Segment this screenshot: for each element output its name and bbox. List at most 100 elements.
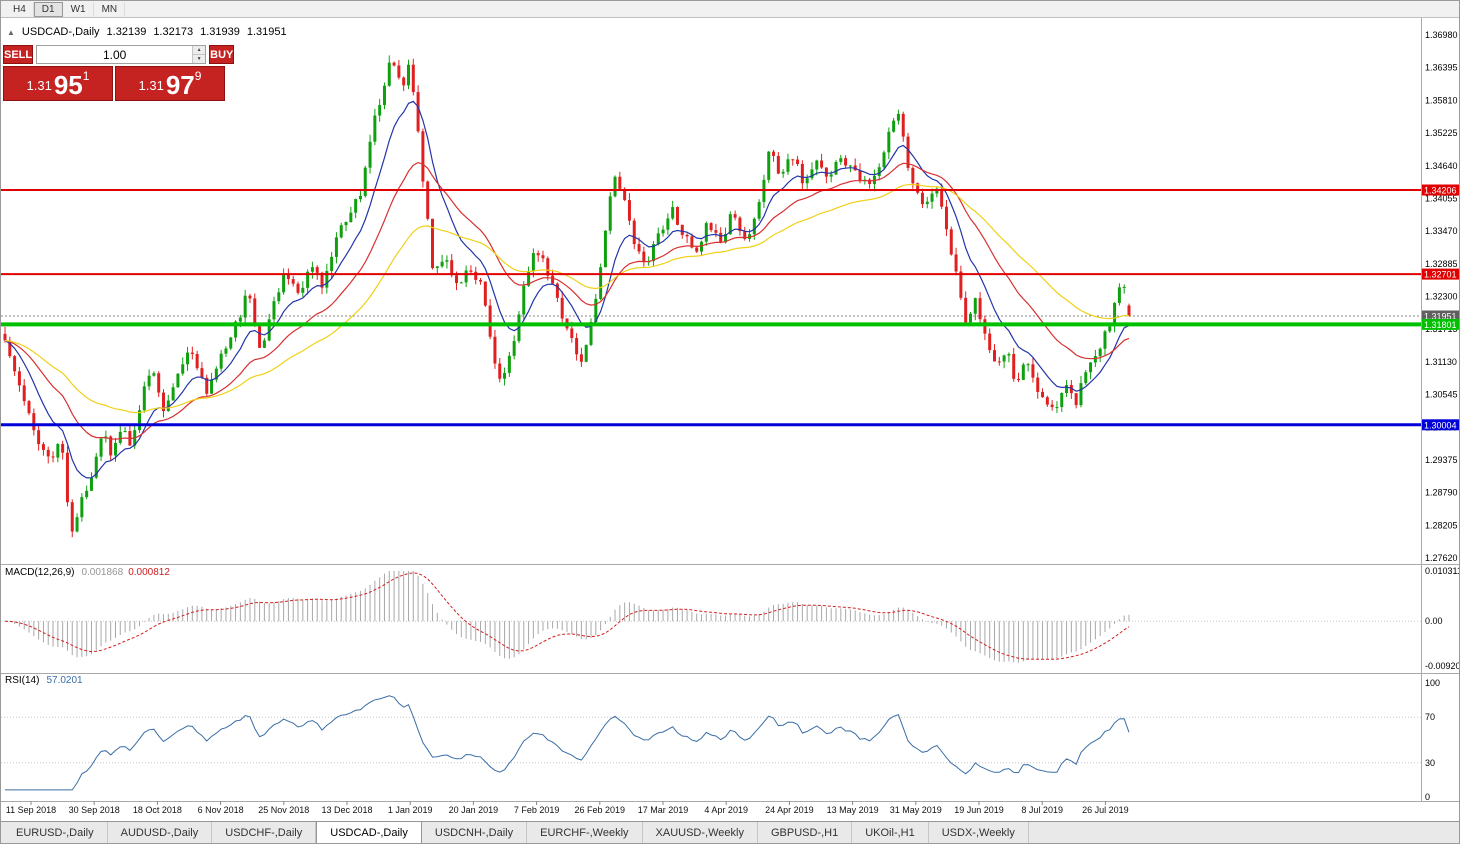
- sell-button[interactable]: SELL: [3, 45, 34, 64]
- chart-tabs-bar: EURUSD-,Daily AUDUSD-,Daily USDCHF-,Daily U…: [1, 821, 1459, 843]
- timeframe-button-d1[interactable]: D1: [33, 1, 63, 17]
- date-axis-label: 6 Nov 2018: [198, 805, 244, 815]
- date-axis-label: 26 Feb 2019: [575, 805, 626, 815]
- macd-label: MACD(12,26,9): [5, 567, 75, 578]
- date-axis-label: 8 Jul 2019: [1021, 805, 1063, 815]
- price-scale-label: 1.28790: [1425, 488, 1458, 498]
- macd-signal-line: [4, 572, 1130, 660]
- chart-area: 1.36980 1.36395 1.35810 1.35225 1.34640 1.340…: [1, 18, 1460, 821]
- macd-main-value: 0.001868: [81, 567, 124, 578]
- timeframe-button-w1[interactable]: W1: [63, 1, 94, 17]
- chart-tab-eurchf-weekly[interactable]: EURCHF-,Weekly: [527, 822, 643, 843]
- date-axis-label: 11 Sep 2018: [6, 805, 56, 815]
- support-line-blue-tag-text: 1.30004: [1424, 420, 1457, 430]
- rsi-scale-label: 30: [1425, 758, 1435, 768]
- one-click-trading-panel: SELL ▲ ▼ BUY 1.31 95 1 1.31: [3, 45, 235, 101]
- date-axis-label: 25 Nov 2018: [258, 805, 309, 815]
- macd-scale-label: 0.00: [1425, 616, 1443, 626]
- date-axis-label: 31 May 2019: [890, 805, 942, 815]
- chart-marker-icon: ▲: [7, 27, 15, 37]
- support-line-green-tag: [1422, 318, 1459, 330]
- rsi-window-label: RSI(14) 57.0201: [5, 675, 83, 686]
- ohlc-close: 1.31951: [246, 26, 287, 38]
- price-scale-label: 1.36980: [1425, 30, 1458, 40]
- price-scale-label: 1.32885: [1425, 259, 1458, 269]
- macd-signal-value: 0.000812: [128, 567, 170, 578]
- chart-header: ▲ USDCAD-,Daily 1.32139 1.32173 1.31939 …: [7, 26, 287, 38]
- date-axis-label: 13 May 2019: [827, 805, 879, 815]
- macd-scale-label: -0.009203: [1425, 661, 1460, 671]
- timeframe-button-h4[interactable]: H4: [5, 1, 34, 17]
- chart-tab-ukoil-h1[interactable]: UKOil-,H1: [852, 822, 929, 843]
- ohlc-high: 1.32173: [153, 26, 194, 38]
- resistance-line-upper-tag: [1422, 184, 1459, 196]
- support-line-green-tag-text: 1.31801: [1424, 320, 1457, 330]
- chart-tab-usdcad-daily[interactable]: USDCAD-,Daily: [316, 822, 422, 843]
- price-scale-label: 1.34055: [1425, 193, 1458, 203]
- date-axis-label: 26 Jul 2019: [1082, 805, 1129, 815]
- date-axis-label: 13 Dec 2018: [321, 805, 372, 815]
- ohlc-low: 1.31939: [200, 26, 240, 38]
- chart-tab-usdx-weekly[interactable]: USDX-,Weekly: [929, 822, 1029, 843]
- chart-tab-xauusd-weekly[interactable]: XAUUSD-,Weekly: [643, 822, 758, 843]
- rsi-line: [5, 695, 1130, 791]
- buy-button[interactable]: BUY: [209, 45, 235, 64]
- macd-window-label: MACD(12,26,9) 0.001868 0.000812: [5, 567, 170, 578]
- sell-price-pipette: 1: [82, 69, 90, 83]
- sell-price-button[interactable]: 1.31 95 1: [3, 66, 113, 101]
- date-axis-label: 1 Jan 2019: [388, 805, 433, 815]
- macd-histogram: [9, 571, 1130, 663]
- date-axis-label: 7 Feb 2019: [514, 805, 560, 815]
- rsi-scale-label: 100: [1425, 678, 1440, 688]
- price-scale-label: 1.35225: [1425, 128, 1458, 138]
- ohlc-open: 1.32139: [106, 26, 147, 38]
- timeframe-button-mn[interactable]: MN: [94, 1, 126, 17]
- chart-symbol-label: USDCAD-,Daily: [21, 26, 100, 38]
- price-scale-label: 1.28205: [1425, 520, 1458, 530]
- price-scale-label: 1.36395: [1425, 63, 1458, 73]
- chart-tab-eurusd-daily[interactable]: EURUSD-,Daily: [3, 822, 108, 843]
- date-axis-label: 17 Mar 2019: [638, 805, 689, 815]
- date-axis-label: 19 Jun 2019: [954, 805, 1004, 815]
- volume-decrease-button[interactable]: ▼: [193, 55, 206, 63]
- chart-tab-audusd-daily[interactable]: AUDUSD-,Daily: [108, 822, 213, 843]
- buy-price-pipette: 9: [194, 69, 202, 83]
- date-axis-label: 18 Oct 2018: [133, 805, 182, 815]
- rsi-value: 57.0201: [46, 675, 83, 686]
- buy-price-pips: 97: [165, 70, 195, 100]
- ma-line-10: [4, 100, 1130, 479]
- price-scale-label: 1.34640: [1425, 161, 1458, 171]
- price-scale-label: 1.35810: [1425, 95, 1458, 105]
- volume-spinner: ▲ ▼: [192, 46, 206, 63]
- date-axis-label: 20 Jan 2019: [449, 805, 499, 815]
- rsi-label: RSI(14): [5, 675, 40, 686]
- rsi-scale-label: 0: [1425, 792, 1430, 802]
- resistance-line-lower-tag: [1422, 268, 1459, 280]
- date-axis-label: 24 Apr 2019: [765, 805, 814, 815]
- chart-tab-usdcnh-daily[interactable]: USDCNH-,Daily: [422, 822, 528, 843]
- resistance-line-upper-tag-text: 1.34206: [1424, 186, 1457, 196]
- price-scale-label: 1.33470: [1425, 226, 1458, 236]
- support-line-blue-tag: [1422, 419, 1459, 431]
- volume-input[interactable]: [37, 46, 193, 63]
- candlestick-series: [3, 55, 1131, 538]
- chart-tab-gbpusd-h1[interactable]: GBPUSD-,H1: [758, 822, 853, 843]
- price-scale-label: 1.31130: [1425, 357, 1457, 367]
- macd-scale-label: 0.010311: [1425, 566, 1460, 576]
- chart-surface[interactable]: 1.36980 1.36395 1.35810 1.35225 1.34640 1.340…: [1, 18, 1460, 821]
- chart-tab-usdchf-daily[interactable]: USDCHF-,Daily: [212, 822, 317, 843]
- current-price-tag-text: 1.31951: [1424, 312, 1457, 322]
- price-scale-label: 1.27620: [1425, 553, 1458, 563]
- rsi-scale-label: 70: [1425, 712, 1435, 722]
- buy-price-button[interactable]: 1.31 97 9: [115, 66, 225, 101]
- volume-increase-button[interactable]: ▲: [193, 46, 206, 55]
- ma-line-50: [4, 183, 1129, 414]
- volume-control: ▲ ▼: [36, 45, 207, 64]
- sell-price-base: 1.31: [26, 78, 52, 93]
- sell-price-pips: 95: [53, 70, 83, 100]
- timeframe-toolbar: H4 D1 W1 MN: [1, 1, 1459, 18]
- price-scale-label: 1.29375: [1425, 455, 1458, 465]
- price-scale-label: 1.32300: [1425, 292, 1458, 302]
- ma-line-25: [4, 161, 1130, 440]
